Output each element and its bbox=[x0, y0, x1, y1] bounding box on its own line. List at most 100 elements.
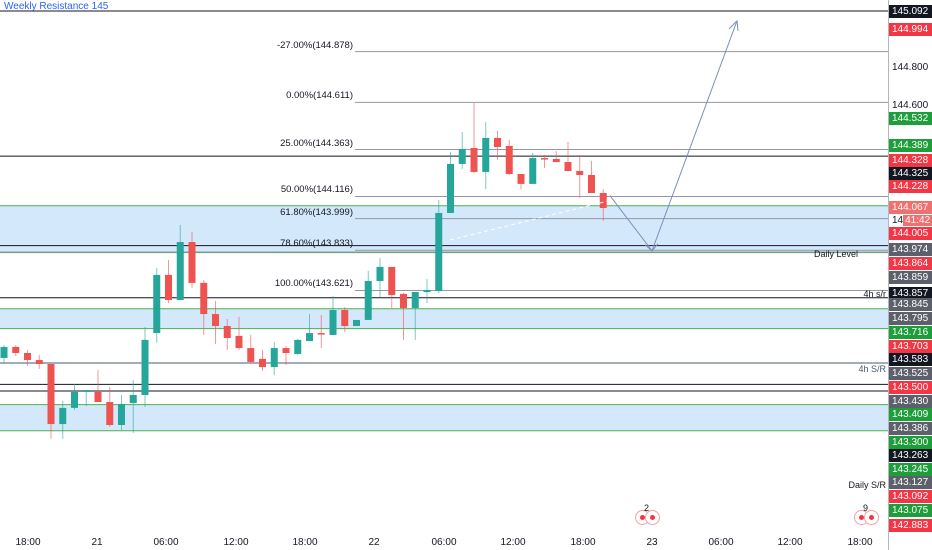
time-axis-label: 18:00 bbox=[570, 537, 596, 548]
candle-up bbox=[82, 390, 90, 392]
fib-label: 100.00%(143.621) bbox=[274, 278, 353, 290]
price-axis-label: 143.859 bbox=[889, 271, 932, 284]
fib-label: 50.00%(144.116) bbox=[280, 184, 353, 196]
time-axis-label: 21 bbox=[91, 537, 103, 548]
price-axis-label: 144.994 bbox=[889, 23, 932, 36]
candle-up bbox=[423, 289, 431, 293]
candle-down bbox=[35, 360, 43, 365]
fib-label: 0.00%(144.611) bbox=[286, 90, 353, 102]
price-axis-label: 144.532 bbox=[889, 112, 932, 125]
time-axis-label: 12:00 bbox=[500, 537, 526, 548]
price-axis-label: 144.067 bbox=[889, 201, 932, 214]
time-axis-label: 18:00 bbox=[292, 537, 318, 548]
sr-zone bbox=[0, 205, 888, 253]
daily-sr-label: Daily S/R bbox=[848, 480, 886, 490]
price-axis-label: 143.864 bbox=[889, 257, 932, 270]
fib-label: 61.80%(143.999) bbox=[280, 206, 353, 218]
sr-zone bbox=[0, 308, 888, 329]
price-axis-label: 143.075 bbox=[889, 504, 932, 517]
candle-up bbox=[270, 348, 278, 368]
candle-down bbox=[517, 174, 525, 184]
price-axis-label: 144.005 bbox=[889, 227, 932, 240]
price-axis-label: 144.325 bbox=[889, 167, 932, 180]
candle-down bbox=[341, 310, 349, 327]
time-axis-label: 06:00 bbox=[153, 537, 179, 548]
candle-down bbox=[247, 348, 255, 362]
candle-up bbox=[435, 212, 443, 292]
candle-down bbox=[494, 137, 501, 148]
candle-down bbox=[317, 333, 325, 335]
candle-down bbox=[24, 353, 31, 361]
time-axis-label: 18:00 bbox=[15, 537, 41, 548]
price-axis-label: 143.845 bbox=[889, 298, 932, 311]
fib-label: 25.00%(144.363) bbox=[280, 137, 353, 149]
candle-up bbox=[0, 346, 8, 358]
time-axis-label: 06:00 bbox=[708, 537, 734, 548]
fib-label: -27.00%(144.878) bbox=[276, 39, 353, 51]
price-axis-label: 145.092 bbox=[889, 5, 932, 18]
price-axis-label: 143.300 bbox=[889, 436, 932, 449]
candle-up bbox=[447, 163, 454, 213]
candle-up bbox=[364, 280, 372, 320]
candle-up bbox=[529, 158, 537, 184]
arrowhead-icon bbox=[644, 243, 659, 252]
event-count: 9 bbox=[863, 503, 869, 513]
h4-sr-small-label: 4h s/r bbox=[863, 289, 886, 299]
candle-down bbox=[223, 326, 231, 338]
price-axis-label: 143.127 bbox=[889, 476, 932, 489]
economic-event-icon[interactable]: 2 bbox=[635, 503, 660, 527]
candle-down bbox=[564, 162, 572, 171]
time-axis-label: 12:00 bbox=[223, 537, 249, 548]
candle-up bbox=[294, 339, 302, 354]
time-axis-label: 23 bbox=[646, 537, 658, 548]
arrowhead-icon bbox=[728, 19, 739, 31]
economic-event-icon[interactable]: 9 bbox=[854, 503, 879, 527]
candle-up bbox=[376, 266, 384, 281]
candle-down bbox=[12, 346, 20, 353]
candle-down bbox=[94, 391, 102, 403]
price-axis-label: 143.430 bbox=[889, 395, 932, 408]
fib-label: 78.60%(143.833) bbox=[280, 238, 353, 250]
price-axis-label: 144.800 bbox=[892, 62, 929, 73]
h4-sr-label: 4h S/R bbox=[858, 364, 886, 374]
sr-zone bbox=[0, 404, 888, 431]
candle-down bbox=[212, 314, 219, 327]
price-chart[interactable] bbox=[0, 0, 888, 537]
time-axis-label: 18:00 bbox=[847, 537, 873, 548]
candle-down bbox=[576, 170, 584, 175]
event-dot bbox=[645, 510, 660, 525]
candle-up bbox=[306, 333, 313, 342]
candle-up bbox=[458, 148, 466, 164]
price-axis-label: 143.500 bbox=[889, 381, 932, 394]
price-axis-label: 142.883 bbox=[889, 519, 932, 532]
price-axis-label: 143.974 bbox=[889, 243, 932, 256]
candle-up bbox=[141, 339, 149, 395]
candle-down bbox=[505, 145, 513, 175]
price-axis-label: 143.245 bbox=[889, 463, 932, 476]
price-axis-label: 144.600 bbox=[892, 100, 929, 111]
price-axis-label: 144.228 bbox=[889, 180, 932, 193]
candle-up bbox=[118, 403, 125, 426]
candle-down bbox=[165, 274, 172, 300]
countdown-prefix: 14 bbox=[892, 215, 904, 226]
price-axis-label: 143.092 bbox=[889, 490, 932, 503]
price-axis-label: 143.716 bbox=[889, 326, 932, 339]
candle-up bbox=[129, 394, 137, 403]
daily-level-label: Daily Level bbox=[813, 249, 858, 259]
candle-down bbox=[282, 348, 290, 353]
candle-down bbox=[599, 193, 607, 209]
price-axis-label: 143.525 bbox=[889, 367, 932, 380]
candle-down bbox=[188, 242, 196, 283]
candle-up bbox=[353, 319, 360, 327]
candle-up bbox=[71, 391, 78, 408]
bar-countdown: 14 41:42 bbox=[889, 214, 932, 227]
candle-down bbox=[400, 293, 407, 308]
price-axis-label: 143.795 bbox=[889, 312, 932, 325]
candle-down bbox=[588, 174, 595, 194]
event-count: 2 bbox=[644, 503, 650, 513]
price-axis-label: 143.857 bbox=[889, 287, 932, 300]
candle-down bbox=[259, 358, 266, 368]
candle-up bbox=[329, 310, 337, 335]
event-dot bbox=[864, 510, 879, 525]
candle-down bbox=[200, 282, 208, 315]
